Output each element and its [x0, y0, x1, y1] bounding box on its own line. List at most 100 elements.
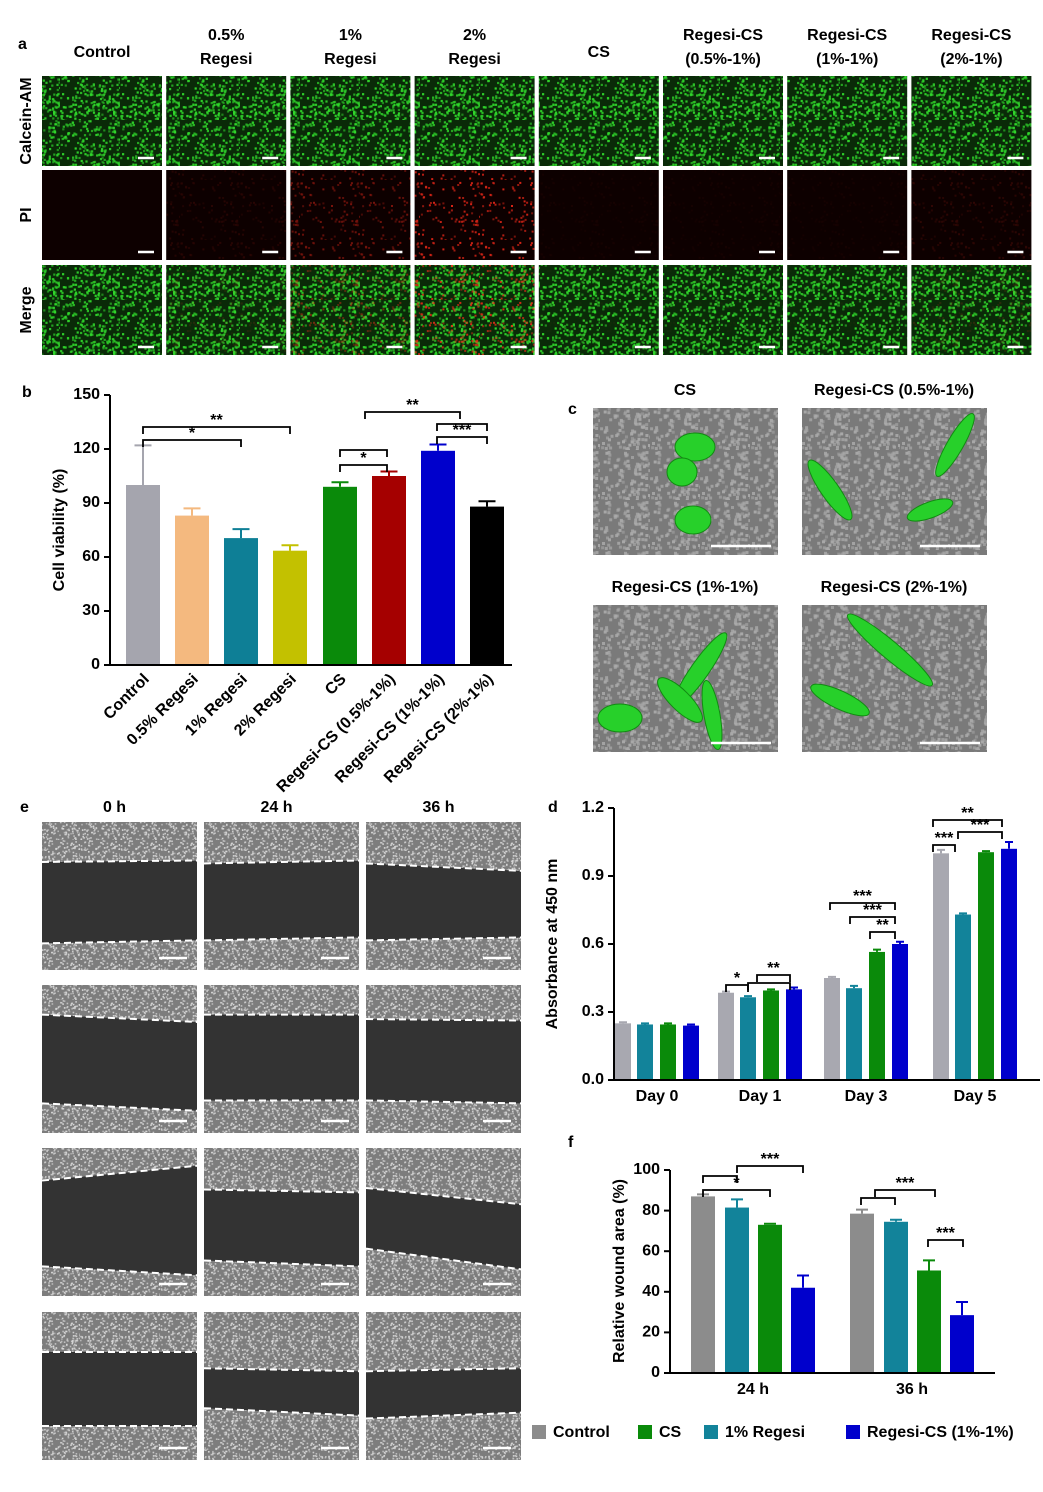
- wound-edge: [203, 1188, 360, 1194]
- cell-region: [366, 985, 521, 1021]
- y-tick-label: 90: [82, 494, 100, 511]
- cell: [846, 613, 934, 687]
- column-header: (2%-1%): [940, 51, 1002, 68]
- error-bar: [429, 443, 447, 451]
- micrograph: [166, 76, 287, 166]
- bar: [786, 989, 802, 1080]
- column-header: Regesi-CS: [931, 27, 1011, 44]
- cell: [674, 505, 712, 535]
- x-tick-label: Day 5: [954, 1088, 997, 1105]
- micrograph-red: [663, 170, 783, 260]
- significance-bracket: [860, 1197, 896, 1205]
- micrograph-red: [911, 170, 1032, 260]
- significance: **: [961, 805, 974, 822]
- micrograph: [42, 170, 162, 260]
- significance: ***: [863, 902, 882, 919]
- y-axis-label: Relative wound area (%): [611, 1179, 628, 1363]
- error-bar: [380, 470, 398, 476]
- cell-region: [366, 1412, 521, 1460]
- wound-edge: [365, 1186, 522, 1206]
- cell-region: [204, 985, 359, 1015]
- legend-swatch: [704, 1425, 718, 1439]
- bar: [824, 978, 840, 1080]
- panel-label: b: [22, 384, 32, 401]
- bar: [126, 485, 160, 665]
- wound-edge: [203, 1367, 360, 1373]
- significance-bracket: [702, 1189, 771, 1197]
- x-tick-label: CS: [322, 671, 350, 699]
- sem-image: [802, 605, 987, 752]
- wound-edge: [203, 1407, 360, 1417]
- image-title: Regesi-CS (1%-1%): [612, 579, 759, 596]
- legend-label: CS: [659, 1424, 682, 1441]
- y-tick-label: 40: [642, 1283, 660, 1300]
- wound-edge: [203, 1259, 360, 1268]
- y-tick-label: 1.2: [582, 799, 604, 816]
- wound-edge: [203, 859, 360, 865]
- panel-label: d: [548, 799, 558, 816]
- column-header: Regesi-CS: [683, 27, 763, 44]
- significance: ***: [853, 888, 872, 905]
- micrograph-red: [290, 170, 411, 260]
- row-label: Calcein-AM: [18, 77, 35, 164]
- micrograph: [42, 76, 162, 166]
- y-axis-label: Absorbance at 450 nm: [544, 859, 561, 1030]
- column-header: CS: [588, 44, 611, 61]
- column-header: Regesi-CS: [807, 27, 887, 44]
- significance: ***: [935, 830, 954, 847]
- cell-region: [42, 1148, 197, 1181]
- cell-region: [204, 1148, 359, 1193]
- wound-edge: [365, 936, 522, 942]
- y-tick-label: 20: [642, 1324, 660, 1341]
- wound-edge: [365, 862, 522, 872]
- error-bar: [331, 481, 349, 487]
- cell-region: [366, 1148, 521, 1205]
- bar: [615, 1023, 631, 1080]
- significance-bracket: [829, 902, 896, 910]
- cell-region: [42, 822, 197, 862]
- cell-region: [204, 1408, 359, 1460]
- cell-region: [366, 1248, 521, 1296]
- bar: [917, 1270, 941, 1373]
- micrograph: [290, 76, 411, 166]
- error-bar: [937, 848, 945, 854]
- wound-edge: [203, 936, 360, 942]
- cell-region: [42, 1425, 197, 1460]
- x-tick-label: 36 h: [896, 1381, 928, 1398]
- bar: [978, 852, 994, 1080]
- cell: [597, 703, 643, 733]
- image-title: Regesi-CS (2%-1%): [821, 579, 968, 596]
- error-bar: [850, 984, 858, 989]
- y-axis-label: Cell viability (%): [51, 469, 68, 592]
- cell-region: [42, 940, 197, 970]
- y-tick-label: 120: [73, 440, 100, 457]
- wound-edge: [41, 1265, 198, 1277]
- cell-region: [204, 822, 359, 864]
- cell-region: [204, 1312, 359, 1372]
- micrograph: [787, 76, 908, 166]
- cell-region: [42, 985, 197, 1022]
- bar: [660, 1024, 676, 1080]
- micrograph-red: [166, 170, 287, 260]
- significance-bracket: [339, 449, 388, 457]
- bar: [791, 1287, 815, 1373]
- column-header: 24 h: [260, 799, 292, 816]
- significance: ***: [761, 1151, 780, 1168]
- panel-label: e: [20, 799, 29, 816]
- bar: [850, 1213, 874, 1373]
- column-header: 2%: [463, 27, 486, 44]
- significance: **: [767, 960, 780, 977]
- error-bar: [664, 1022, 672, 1025]
- error-bar: [797, 1274, 809, 1288]
- significance-bracket: [849, 916, 896, 924]
- column-header: Regesi: [324, 51, 376, 68]
- micrograph-red: [787, 265, 908, 355]
- legend-label: 1% Regesi: [725, 1424, 805, 1441]
- significance: *: [360, 450, 367, 467]
- row-label: Merge: [18, 286, 35, 333]
- bar: [691, 1196, 715, 1373]
- bar: [884, 1221, 908, 1373]
- panel-label: c: [568, 401, 577, 418]
- significance: ***: [971, 817, 990, 834]
